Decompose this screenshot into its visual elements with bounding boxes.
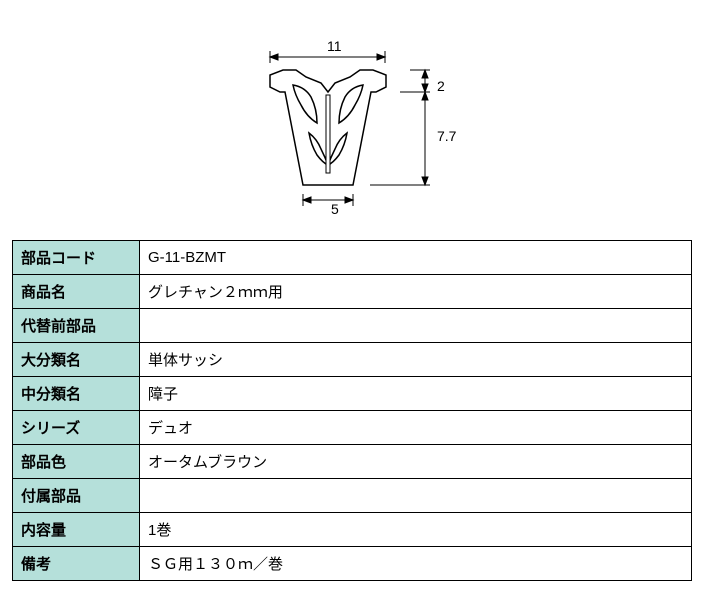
row-value: デュオ xyxy=(140,411,692,445)
row-label: 大分類名 xyxy=(13,343,140,377)
table-row: 付属部品 xyxy=(13,479,692,513)
table-row: 内容量1巻 xyxy=(13,513,692,547)
row-value: オータムブラウン xyxy=(140,445,692,479)
row-label: 部品色 xyxy=(13,445,140,479)
row-value: グレチャン２ｍｍ用 xyxy=(140,275,692,309)
row-value: 1巻 xyxy=(140,513,692,547)
row-label: 部品コード xyxy=(13,241,140,275)
spec-table: 部品コードG-11-BZMT 商品名グレチャン２ｍｍ用 代替前部品 大分類名単体… xyxy=(12,240,692,581)
row-label: 代替前部品 xyxy=(13,309,140,343)
row-label: 付属部品 xyxy=(13,479,140,513)
table-row: 商品名グレチャン２ｍｍ用 xyxy=(13,275,692,309)
table-row: 部品色オータムブラウン xyxy=(13,445,692,479)
row-label: 内容量 xyxy=(13,513,140,547)
row-label: シリーズ xyxy=(13,411,140,445)
table-row: 部品コードG-11-BZMT xyxy=(13,241,692,275)
row-value xyxy=(140,479,692,513)
table-row: 備考ＳＧ用１３０ｍ／巻 xyxy=(13,547,692,581)
row-label: 商品名 xyxy=(13,275,140,309)
table-row: シリーズデュオ xyxy=(13,411,692,445)
row-value: 障子 xyxy=(140,377,692,411)
row-value xyxy=(140,309,692,343)
row-label: 備考 xyxy=(13,547,140,581)
table-row: 大分類名単体サッシ xyxy=(13,343,692,377)
row-value: G-11-BZMT xyxy=(140,241,692,275)
row-value: 単体サッシ xyxy=(140,343,692,377)
row-value: ＳＧ用１３０ｍ／巻 xyxy=(140,547,692,581)
cross-section-diagram xyxy=(245,45,465,225)
table-row: 中分類名障子 xyxy=(13,377,692,411)
diagram-area: 11 2 7.7 5 xyxy=(0,0,705,230)
row-label: 中分類名 xyxy=(13,377,140,411)
table-row: 代替前部品 xyxy=(13,309,692,343)
spec-table-body: 部品コードG-11-BZMT 商品名グレチャン２ｍｍ用 代替前部品 大分類名単体… xyxy=(13,241,692,581)
